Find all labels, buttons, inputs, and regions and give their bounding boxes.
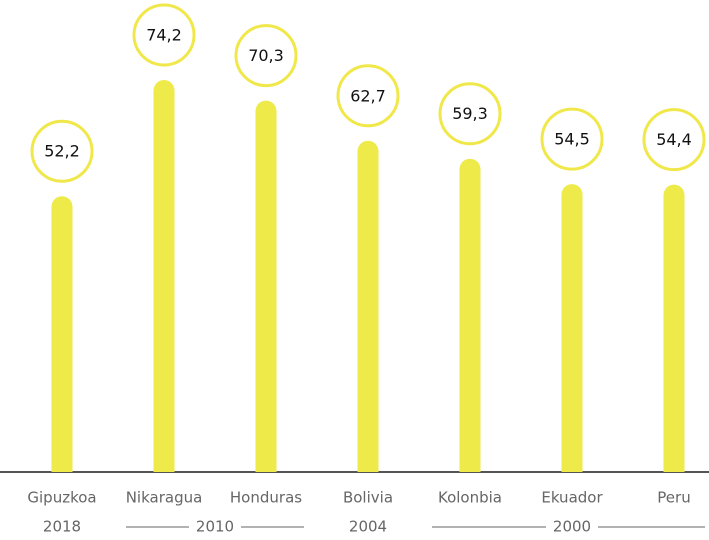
bar [561, 184, 583, 472]
group-label: 2018 [43, 518, 81, 536]
bar [459, 158, 481, 473]
x-tick-label: Honduras [230, 489, 302, 507]
bar [51, 196, 73, 472]
value-label: 74,2 [146, 26, 182, 45]
x-tick-label: Ekuador [541, 489, 603, 507]
group-label: 2010 [196, 518, 234, 536]
bar [357, 140, 379, 473]
x-tick-label: Nikaragua [126, 489, 203, 507]
bar [663, 184, 685, 473]
group-label: 2004 [349, 518, 387, 536]
value-bubble [438, 82, 502, 146]
value-bubble [336, 64, 400, 128]
bar [153, 80, 175, 473]
value-label: 54,4 [656, 130, 692, 149]
x-tick-label: Peru [657, 489, 690, 507]
value-label: 70,3 [248, 46, 284, 65]
bar [255, 100, 277, 473]
value-bubble [642, 108, 706, 172]
value-bubble [540, 107, 604, 171]
value-label: 54,5 [554, 130, 590, 149]
value-bubble [30, 119, 94, 183]
group-label: 2000 [553, 518, 591, 536]
value-bubble [132, 3, 196, 67]
x-tick-label: Bolivia [343, 489, 393, 507]
value-bubble [234, 24, 298, 88]
value-label: 62,7 [350, 86, 386, 105]
value-label: 59,3 [452, 104, 488, 123]
x-tick-label: Gipuzkoa [27, 489, 96, 507]
value-label: 52,2 [44, 142, 80, 161]
x-tick-label: Kolonbia [438, 489, 502, 507]
